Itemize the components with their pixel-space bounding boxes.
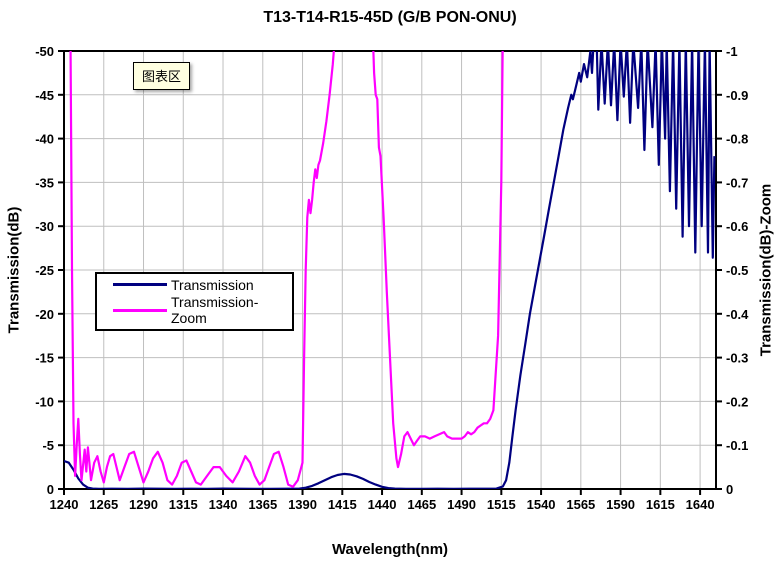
legend-line-swatch <box>113 308 167 312</box>
x-tick-label: 1265 <box>89 497 118 512</box>
left-tick-label: -15 <box>35 351 54 366</box>
left-tick-label: -50 <box>35 44 54 59</box>
legend-item[interactable]: Transmission <box>113 277 292 293</box>
x-tick-label: 1490 <box>447 497 476 512</box>
right-tick-label: -0.3 <box>726 351 748 366</box>
right-tick-label: -0.8 <box>726 132 748 147</box>
legend-item-label: Transmission-Zoom <box>171 294 259 327</box>
right-tick-label: -1 <box>726 44 738 59</box>
legend[interactable]: Transmission Transmission-Zoom <box>95 272 294 331</box>
right-tick-label: 0 <box>726 482 733 497</box>
x-tick-label: 1390 <box>288 497 317 512</box>
left-tick-label: -10 <box>35 394 54 409</box>
left-tick-label: -25 <box>35 263 54 278</box>
right-tick-label: -0.9 <box>726 88 748 103</box>
left-tick-label: -30 <box>35 219 54 234</box>
x-tick-label: 1590 <box>606 497 635 512</box>
left-tick-label: -5 <box>42 438 54 453</box>
x-tick-label: 1540 <box>527 497 556 512</box>
x-tick-label: 1290 <box>129 497 158 512</box>
chart-title: T13-T14-R15-45D (G/B PON-ONU) <box>263 9 517 26</box>
right-tick-label: -0.4 <box>726 307 749 322</box>
series-transmission-zoom[interactable] <box>64 25 504 488</box>
series-transmission[interactable] <box>64 42 716 489</box>
x-tick-label: 1615 <box>646 497 675 512</box>
right-tick-label: -0.7 <box>726 175 748 190</box>
left-tick-label: -20 <box>35 307 54 322</box>
x-tick-label: 1465 <box>407 497 436 512</box>
left-tick-label: -35 <box>35 175 54 190</box>
x-tick-label: 1315 <box>169 497 198 512</box>
left-tick-label: -40 <box>35 132 54 147</box>
x-tick-label: 1415 <box>328 497 357 512</box>
chart-area-tooltip: 图表区 <box>133 62 191 90</box>
right-tick-label: -0.6 <box>726 219 748 234</box>
legend-item-label: Transmission <box>171 276 254 293</box>
right-tick-label: -0.5 <box>726 263 748 278</box>
x-tick-label: 1240 <box>50 497 79 512</box>
x-tick-label: 1365 <box>248 497 277 512</box>
x-tick-label: 1565 <box>566 497 595 512</box>
left-tick-label: -45 <box>35 88 54 103</box>
x-tick-label: 1440 <box>368 497 397 512</box>
x-tick-label: 1640 <box>686 497 715 512</box>
x-tick-label: 1515 <box>487 497 516 512</box>
x-axis-title: Wavelength(nm) <box>331 541 449 558</box>
right-tick-label: -0.1 <box>726 438 748 453</box>
legend-line-swatch <box>113 283 167 287</box>
left-tick-label: 0 <box>47 482 54 497</box>
right-tick-label: -0.2 <box>726 394 748 409</box>
legend-item[interactable]: Transmission-Zoom <box>113 294 292 326</box>
x-tick-label: 1340 <box>209 497 238 512</box>
